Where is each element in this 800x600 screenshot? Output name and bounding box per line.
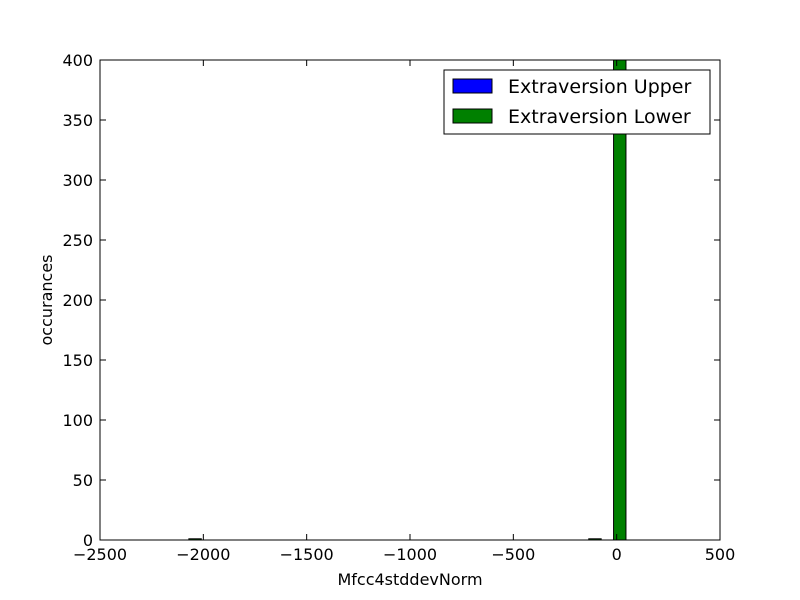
- x-tick-label: −2000: [176, 545, 230, 564]
- y-tick-label: 300: [62, 171, 93, 190]
- x-tick-label: 500: [705, 545, 736, 564]
- x-tick-label: −2500: [73, 545, 127, 564]
- legend: Extraversion Upper Extraversion Lower: [443, 69, 711, 135]
- x-tick-label: −500: [491, 545, 535, 564]
- y-tick-label: 100: [62, 411, 93, 430]
- y-tick-label: 350: [62, 111, 93, 130]
- y-tick-label: 50: [73, 471, 93, 490]
- ticks-layer: −2500 −2000 −1500 −1000 −500 0 500 0 50 100 150 200…: [62, 51, 735, 564]
- legend-swatch: [452, 108, 493, 124]
- x-axis-title: Mfcc4stddevNorm: [337, 570, 482, 589]
- x-tick-label: −1500: [280, 545, 334, 564]
- y-tick-label: 150: [62, 351, 93, 370]
- y-tick-label: 400: [62, 51, 93, 70]
- legend-label: Extraversion Lower: [508, 106, 691, 128]
- y-tick-label: 250: [62, 231, 93, 250]
- x-tick-label: −1000: [383, 545, 437, 564]
- y-tick-label: 0: [83, 531, 93, 550]
- y-axis-title: occurances: [37, 254, 56, 345]
- y-tick-label: 200: [62, 291, 93, 310]
- x-tick-label: 0: [612, 545, 622, 564]
- legend-label: Extraversion Upper: [508, 76, 691, 98]
- legend-swatch: [452, 78, 493, 94]
